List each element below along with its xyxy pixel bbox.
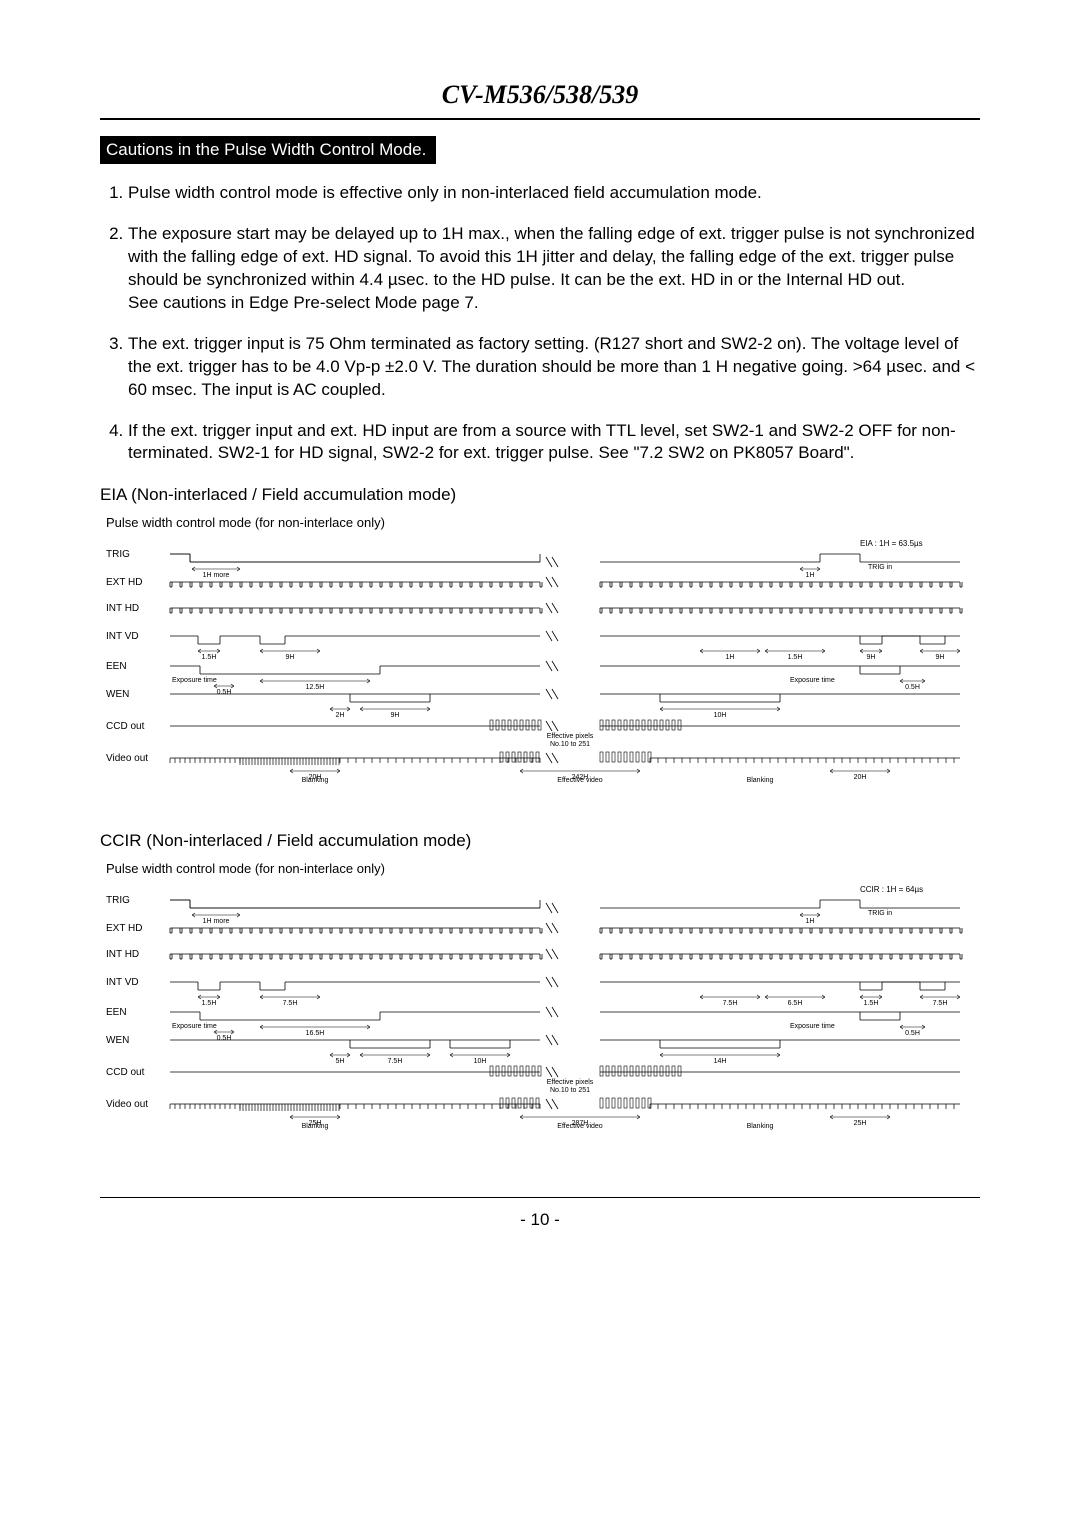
svg-text:EXT HD: EXT HD [106,923,143,934]
page-number: - 10 - [100,1210,980,1230]
svg-text:25H: 25H [854,1120,867,1127]
svg-text:14H: 14H [714,1058,727,1065]
svg-text:INT VD: INT VD [106,631,139,642]
svg-text:Effective pixels: Effective pixels [547,733,594,740]
svg-text:No.10 to 251: No.10 to 251 [550,1087,590,1094]
svg-text:1.5H: 1.5H [864,1000,879,1007]
svg-text:TRIG in: TRIG in [868,910,892,917]
svg-text:INT HD: INT HD [106,603,139,614]
svg-text:Video out: Video out [106,753,148,764]
svg-text:CCD out: CCD out [106,1067,145,1078]
svg-text:1H more: 1H more [203,918,230,925]
svg-text:WEN: WEN [106,1035,129,1046]
ccir-caption: Pulse width control mode (for non-interl… [106,861,980,876]
svg-text:1.5H: 1.5H [788,654,803,661]
svg-text:6.5H: 6.5H [788,1000,803,1007]
svg-text:Exposure time: Exposure time [790,1023,835,1030]
svg-text:1.5H: 1.5H [202,654,217,661]
svg-text:Exposure time: Exposure time [790,677,835,684]
svg-text:CCD out: CCD out [106,721,145,732]
svg-text:10H: 10H [714,712,727,719]
svg-text:7.5H: 7.5H [933,1000,948,1007]
svg-text:Blanking: Blanking [747,777,774,784]
svg-text:9H: 9H [391,712,400,719]
svg-text:TRIG: TRIG [106,895,130,906]
footer-rule [100,1197,980,1198]
svg-text:Exposure time: Exposure time [172,1023,217,1030]
caution-2: The exposure start may be delayed up to … [128,223,980,315]
svg-text:TRIG: TRIG [106,549,130,560]
svg-text:EEN: EEN [106,1007,127,1018]
svg-text:INT VD: INT VD [106,977,139,988]
svg-text:Exposure time: Exposure time [172,677,217,684]
svg-text:9H: 9H [286,654,295,661]
svg-text:Video out: Video out [106,1099,148,1110]
page-title: CV-M536/538/539 [100,80,980,110]
svg-text:1H: 1H [806,572,815,579]
svg-text:EIA : 1H = 63.5µs: EIA : 1H = 63.5µs [860,539,923,548]
svg-text:TRIG in: TRIG in [868,564,892,571]
svg-text:1H more: 1H more [203,572,230,579]
svg-text:7.5H: 7.5H [723,1000,738,1007]
svg-text:Effective pixels: Effective pixels [547,1079,594,1086]
svg-text:9H: 9H [867,654,876,661]
svg-text:Blanking: Blanking [302,1123,329,1130]
svg-text:Effective video: Effective video [557,777,603,784]
svg-text:1.5H: 1.5H [202,1000,217,1007]
svg-text:2H: 2H [336,712,345,719]
svg-text:10H: 10H [474,1058,487,1065]
svg-text:16.5H: 16.5H [306,1030,325,1037]
svg-text:5H: 5H [336,1058,345,1065]
caution-3: The ext. trigger input is 75 Ohm termina… [128,333,980,402]
header-rule [100,118,980,120]
svg-text:1H: 1H [726,654,735,661]
caution-1: Pulse width control mode is effective on… [128,182,980,205]
svg-text:7.5H: 7.5H [283,1000,298,1007]
section-badge: Cautions in the Pulse Width Control Mode… [100,136,436,164]
svg-text:No.10 to 251: No.10 to 251 [550,741,590,748]
svg-text:EEN: EEN [106,661,127,672]
svg-text:Blanking: Blanking [302,777,329,784]
ccir-heading: CCIR (Non-interlaced / Field accumulatio… [100,831,980,851]
eia-heading: EIA (Non-interlaced / Field accumulation… [100,485,980,505]
caution-4: If the ext. trigger input and ext. HD in… [128,420,980,466]
svg-text:0.5H: 0.5H [905,1030,920,1037]
svg-text:WEN: WEN [106,689,129,700]
svg-text:EXT HD: EXT HD [106,577,143,588]
cautions-list: Pulse width control mode is effective on… [100,182,980,465]
eia-timing-diagram: EIA : 1H = 63.5µs TRIG EXT HD INT HD INT VD E… [100,536,970,806]
svg-text:Effective video: Effective video [557,1123,603,1130]
svg-text:12.5H: 12.5H [306,684,325,691]
svg-text:0.5H: 0.5H [217,1035,232,1042]
svg-text:0.5H: 0.5H [217,689,232,696]
svg-text:0.5H: 0.5H [905,684,920,691]
svg-text:1H: 1H [806,918,815,925]
svg-text:CCIR : 1H = 64µs: CCIR : 1H = 64µs [860,885,923,894]
ccir-timing-diagram: CCIR : 1H = 64µs TRIG EXT HD INT HD INT VD EE… [100,882,970,1152]
svg-text:INT HD: INT HD [106,949,139,960]
svg-text:7.5H: 7.5H [388,1058,403,1065]
eia-caption: Pulse width control mode (for non-interl… [106,515,980,530]
svg-text:9H: 9H [936,654,945,661]
svg-text:Blanking: Blanking [747,1123,774,1130]
svg-text:20H: 20H [854,774,867,781]
